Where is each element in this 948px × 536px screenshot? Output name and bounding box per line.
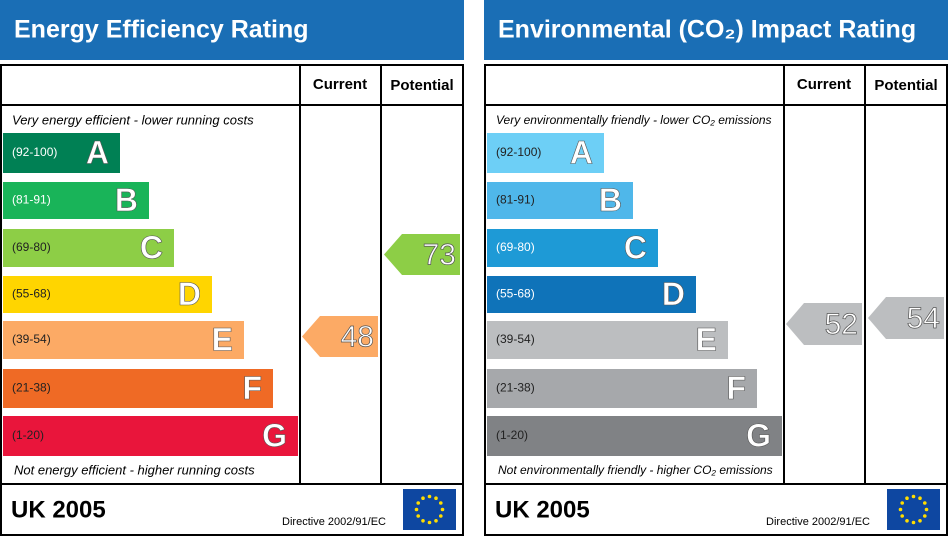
bottom-caption: Not energy efficient - higher running co… (14, 462, 255, 477)
potential-value: 73 (423, 238, 456, 271)
eu-star (911, 494, 916, 499)
band-letter: C (140, 229, 163, 265)
potential-header: Potential (874, 77, 937, 94)
band-letter: D (178, 276, 201, 312)
band-letter: C (624, 229, 647, 265)
current-arrow (302, 316, 378, 357)
band-letter: E (696, 321, 717, 357)
band-letter: B (599, 182, 622, 218)
band (487, 133, 604, 173)
band (487, 369, 757, 408)
band-range: (92-100) (496, 145, 541, 159)
band (3, 321, 244, 359)
current-value: 52 (825, 308, 858, 341)
band-range: (1-20) (496, 428, 528, 442)
band-letter: E (212, 321, 233, 357)
band-range: (21-38) (496, 381, 535, 395)
band (3, 133, 120, 173)
band-letter: D (662, 276, 685, 312)
eu-star (900, 514, 904, 518)
band-range: (39-54) (12, 332, 51, 346)
country: UK 2005 (495, 496, 590, 523)
current-value: 48 (341, 320, 374, 353)
eu-star (923, 501, 927, 505)
eu-star (427, 494, 432, 499)
band-letter: B (115, 182, 138, 218)
band-letter: A (86, 134, 109, 170)
band-range: (69-80) (12, 240, 51, 254)
band-range: (81-91) (12, 193, 51, 207)
eu-star (918, 519, 922, 523)
band (487, 229, 658, 267)
eu-star (918, 496, 922, 501)
potential-header: Potential (390, 77, 453, 94)
current-header: Current (797, 76, 851, 93)
band (3, 369, 273, 408)
current-arrow (786, 303, 862, 345)
bottom-caption: Not environmentally friendly - higher CO… (498, 463, 773, 477)
eu-star (434, 519, 438, 523)
potential-arrow (868, 297, 944, 339)
potential-value: 54 (907, 302, 940, 335)
band-range: (92-100) (12, 145, 57, 159)
eu-star (439, 501, 443, 505)
band (3, 416, 298, 456)
band-range: (1-20) (12, 428, 44, 442)
band (3, 182, 149, 219)
eu-star (439, 514, 443, 518)
band-range: (21-38) (12, 381, 51, 395)
band (3, 229, 174, 267)
frame (484, 64, 948, 536)
eu-star (434, 496, 438, 501)
eu-star (416, 514, 421, 518)
eu-star (427, 520, 432, 525)
eu-star (924, 507, 929, 512)
band (3, 276, 212, 313)
band-letter: F (242, 370, 262, 406)
eu-star (421, 519, 425, 523)
eu-star (905, 519, 909, 523)
top-caption: Very environmentally friendly - lower CO… (496, 113, 772, 127)
band (487, 321, 728, 359)
band-letter: F (726, 370, 746, 406)
band (487, 416, 782, 456)
top-caption: Very energy efficient - lower running co… (12, 112, 254, 127)
eu-star (440, 507, 445, 512)
title-bar (484, 0, 948, 60)
country: UK 2005 (11, 496, 106, 523)
eu-star (900, 501, 904, 505)
band-range: (39-54) (496, 332, 535, 346)
eu-star (923, 514, 927, 518)
eu-star (911, 520, 916, 525)
band-letter: G (746, 417, 771, 453)
eu-star (905, 496, 909, 501)
panel: Environmental (CO₂) Impact Rating Current… (484, 0, 948, 536)
panel-title: Energy Efficiency Rating (14, 16, 309, 44)
eu-star (414, 507, 419, 512)
current-header: Current (313, 76, 367, 93)
eu-star (421, 496, 425, 501)
band (487, 276, 696, 313)
band-range: (81-91) (496, 193, 535, 207)
band (487, 182, 633, 219)
directive: Directive 2002/91/EC (282, 516, 386, 528)
band-range: (55-68) (496, 287, 535, 301)
band-letter: A (570, 134, 593, 170)
band-letter: G (262, 417, 287, 453)
directive: Directive 2002/91/EC (766, 516, 870, 528)
band-range: (55-68) (12, 287, 51, 301)
panel-title: Environmental (CO₂) Impact Rating (498, 16, 916, 44)
eu-star (898, 507, 903, 512)
frame (0, 64, 464, 536)
eu-star (416, 501, 421, 505)
panel: Energy Efficiency Rating Current Potential… (0, 0, 464, 536)
band-range: (69-80) (496, 240, 535, 254)
title-bar (0, 0, 464, 60)
potential-arrow (384, 234, 460, 275)
